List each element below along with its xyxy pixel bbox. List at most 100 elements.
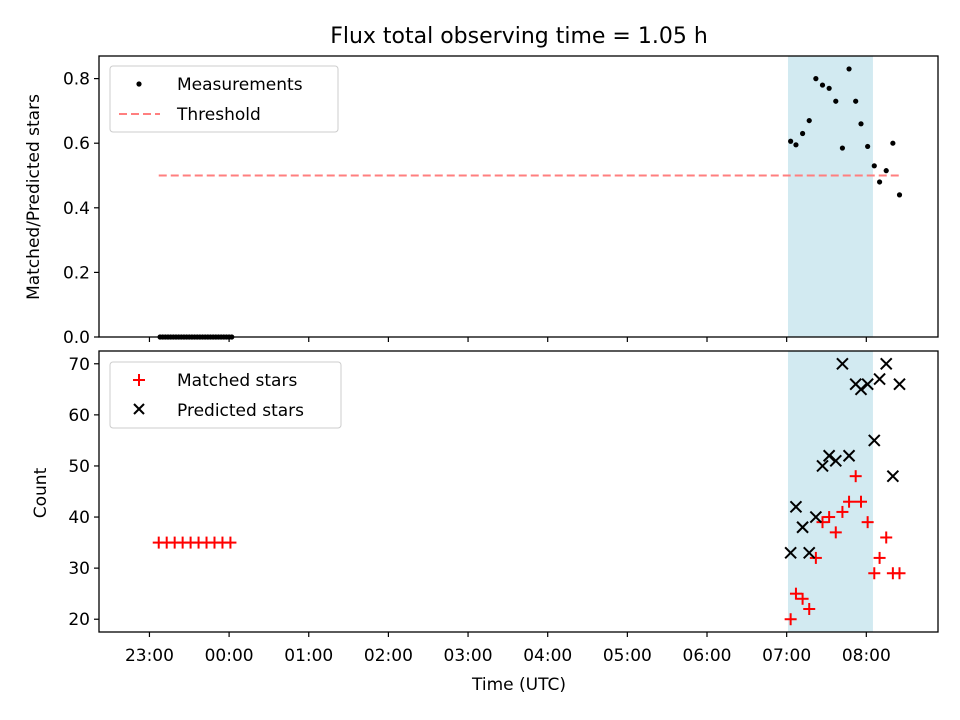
matched-star-point <box>803 603 816 616</box>
legend-matched-marker <box>133 374 145 386</box>
measurement-point <box>858 121 864 127</box>
measurement-point <box>799 130 806 137</box>
measurement-point <box>819 82 826 88</box>
y-tick-label: 0.2 <box>63 263 90 283</box>
predicted-star-point <box>816 459 829 473</box>
measurement-point <box>833 98 839 104</box>
legend-matched-label: Matched stars <box>177 371 297 391</box>
y-tick-label: 50 <box>68 457 90 477</box>
highlight-span-rect <box>787 56 873 337</box>
predicted-star-point <box>822 449 836 462</box>
x-tick-label: 05:00 <box>603 646 652 666</box>
measurement-point <box>826 85 832 91</box>
predicted-star-point <box>868 434 881 447</box>
measurement-point <box>871 163 877 169</box>
y-tick-label: 0.0 <box>63 328 90 348</box>
measurement-point <box>846 66 852 72</box>
matched-star-point <box>789 587 802 600</box>
top-y-ticks: 0.0 0.2 0.4 0.6 0.8 <box>63 70 99 348</box>
matched-star-point <box>836 505 849 518</box>
measurement-point <box>865 143 871 150</box>
y-tick-label: 60 <box>68 406 90 426</box>
chart-title: Flux total observing time = 1.05 h <box>330 24 708 49</box>
legend-predicted-marker <box>133 403 145 415</box>
matched-star-point <box>224 536 237 549</box>
bottom-highlight-span <box>787 351 873 632</box>
measurement-point <box>793 142 799 148</box>
legend-threshold-label: Threshold <box>176 105 261 125</box>
predicted-star-point <box>880 357 893 370</box>
matched-star-point <box>861 516 874 529</box>
matched-star-point <box>829 526 842 539</box>
top-x-ticks <box>148 337 867 342</box>
matched-star-point <box>868 567 881 580</box>
measurement-point <box>876 179 883 185</box>
predicted-star-point <box>836 357 849 370</box>
x-tick-label: 00:00 <box>205 646 254 666</box>
x-tick-label: 07:00 <box>762 646 811 666</box>
matched-star-point <box>855 495 868 508</box>
predicted-star-point <box>803 546 816 560</box>
x-tick-label: 01:00 <box>284 646 333 666</box>
measurement-point <box>853 98 859 104</box>
y-tick-label: 40 <box>68 508 90 528</box>
y-tick-label: 70 <box>68 355 90 375</box>
legend-measurements-marker <box>136 81 142 87</box>
predicted-star-point <box>789 500 803 514</box>
legend-measurements-label: Measurements <box>177 75 303 95</box>
predicted-star-point <box>854 383 868 396</box>
predicted-star-point <box>873 372 886 386</box>
matched-star-point <box>893 567 906 580</box>
predicted-star-point <box>842 449 856 462</box>
predicted-star-point <box>796 521 809 534</box>
matched-star-point <box>809 551 822 564</box>
matched-star-point <box>873 551 886 564</box>
matched-star-point <box>784 613 797 626</box>
predicted-star-point <box>809 510 823 524</box>
measurement-point <box>813 76 819 82</box>
x-tick-label: 06:00 <box>683 646 732 666</box>
matched-star-point <box>816 516 829 529</box>
predicted-star-point <box>784 546 797 560</box>
matched-star-point <box>880 531 893 544</box>
measurement-point <box>883 168 889 174</box>
predicted-star-point <box>829 454 842 468</box>
bottom-y-ticks: 20 30 40 50 60 70 <box>68 355 99 630</box>
top-y-axis-label: Matched/Predicted stars <box>24 94 44 300</box>
y-tick-label: 20 <box>68 610 90 630</box>
matched-star-point <box>796 592 809 605</box>
measurement-point <box>890 140 896 146</box>
bottom-y-axis-label: Count <box>31 467 51 518</box>
x-tick-label: 02:00 <box>364 646 413 666</box>
x-axis-label: Time (UTC) <box>471 675 566 695</box>
y-tick-label: 30 <box>68 559 90 579</box>
highlight-span-rect <box>787 351 873 632</box>
x-tick-label: 08:00 <box>842 646 891 666</box>
predicted-star-point <box>886 469 900 483</box>
top-plot-frame <box>98 55 939 338</box>
bottom-legend: Matched stars Predicted stars <box>109 361 342 429</box>
x-tick-label: 23:00 <box>125 646 174 666</box>
bottom-legend-box <box>109 361 342 429</box>
top-highlight-span <box>787 56 873 337</box>
bottom-plot-frame <box>98 350 939 633</box>
x-tick-label: 03:00 <box>444 646 493 666</box>
y-tick-label: 0.6 <box>63 134 90 154</box>
top-legend: Measurements Threshold <box>109 65 339 133</box>
count-points <box>152 357 906 626</box>
measurement-point <box>806 117 812 124</box>
matched-star-point <box>823 511 836 524</box>
top-panel: 0.00.20.40.60.8 Matched/Predicted stars … <box>24 55 939 348</box>
matched-star-point <box>843 495 856 508</box>
legend-predicted-label: Predicted stars <box>177 401 304 421</box>
predicted-star-point <box>893 378 906 391</box>
measurement-point <box>896 192 903 198</box>
measurement-point <box>788 138 794 144</box>
y-tick-label: 0.4 <box>63 199 90 219</box>
y-tick-label: 0.8 <box>63 70 90 90</box>
bottom-x-ticks: 23:00 00:00 01:00 02:00 03:00 04:00 05:00 06:00… <box>125 632 891 666</box>
top-legend-box <box>109 65 339 133</box>
bottom-panel: 20 30 40 50 60 70 23:00 00:00 01:00 02:00 03:00 04… <box>31 350 939 695</box>
measurement-point <box>839 145 846 151</box>
